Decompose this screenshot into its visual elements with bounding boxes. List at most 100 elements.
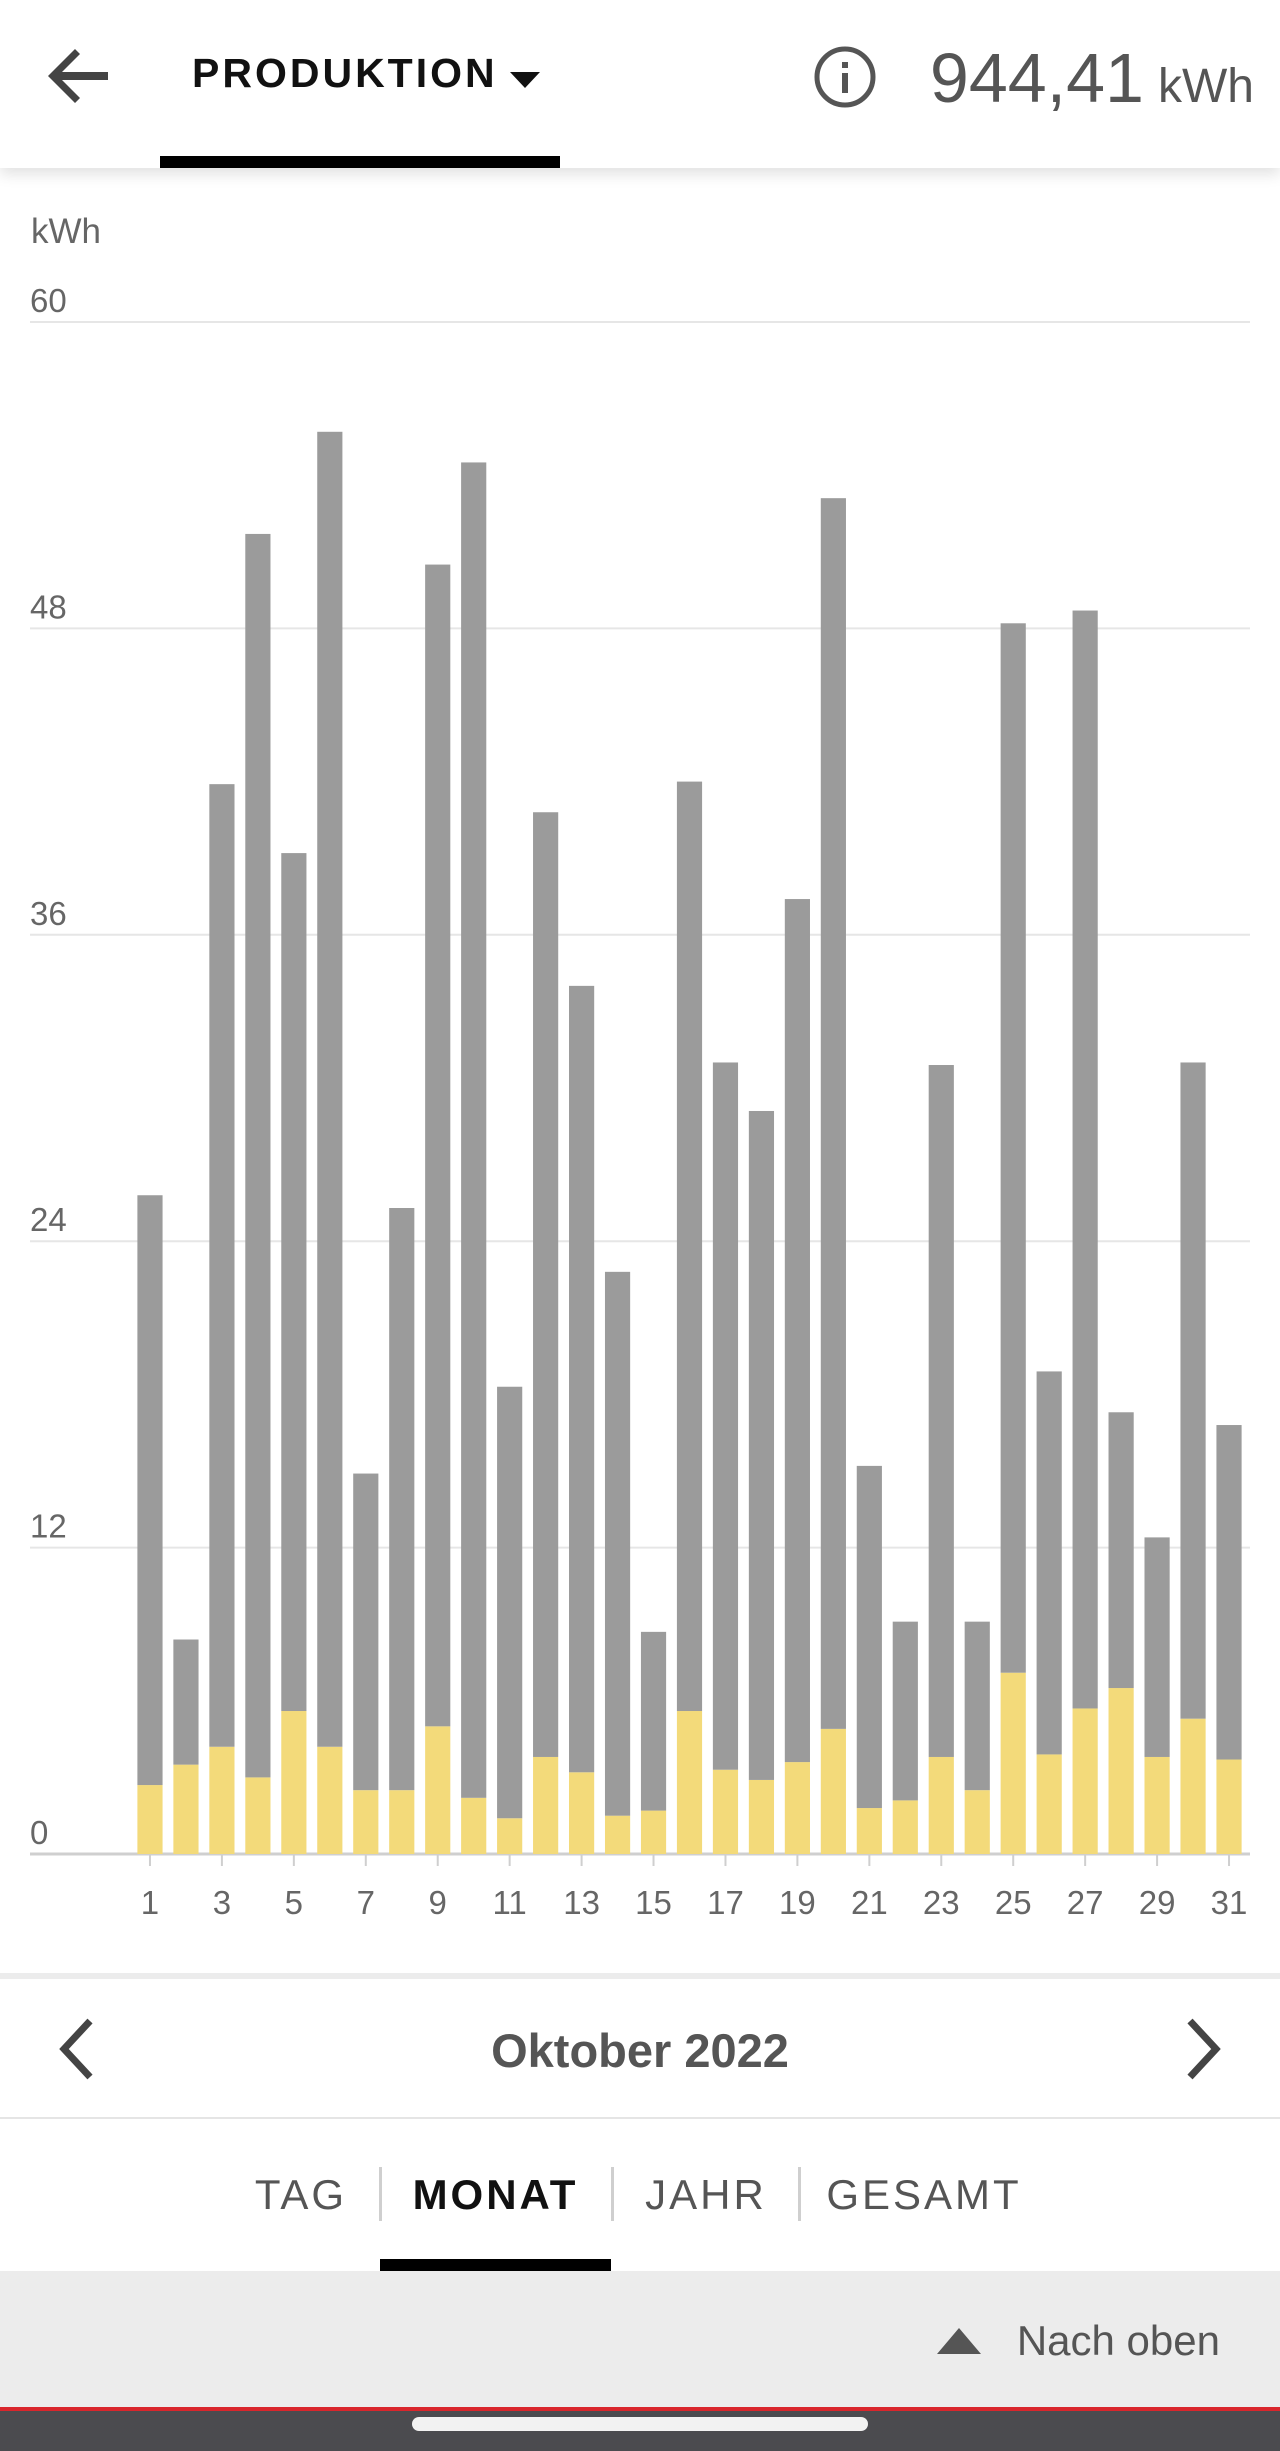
bar-segment-upper [461,462,487,1798]
triangle-up-icon [936,2328,981,2354]
bar-segment-lower [209,1746,235,1854]
bar-segment-lower [964,1790,990,1854]
x-tick-label: 25 [995,1884,1032,1921]
tab-separator [611,2167,614,2221]
x-axis-ticks: 1 3 5 7 9 11 13 15 17 19 21 23 25 27 29 31 [141,1854,1248,1921]
bar-segment-upper [137,1195,163,1786]
bar-segment-lower [1180,1718,1206,1854]
current-month: Oktober 2022 [491,2024,789,2077]
chevron-right-icon [1187,2018,1221,2080]
active-tab-indicator [160,156,560,168]
bar-segment-lower [317,1746,343,1854]
production-dropdown-tab[interactable]: PRODUKTION [160,0,560,168]
bar-segment-lower [533,1756,559,1854]
bar-segment-lower [569,1772,595,1854]
tab-separator [798,2167,801,2221]
bar-segment-upper [928,1065,954,1757]
x-tick-label: 17 [707,1884,744,1921]
bar-segment-upper [1144,1537,1170,1757]
bar-segment-lower [245,1777,271,1854]
bar-segment-upper [245,533,271,1778]
bar-segment-lower [604,1815,631,1854]
bar-segment-upper [712,1062,739,1770]
bar-segment-upper [820,498,846,1729]
bar-segment-upper [209,784,235,1747]
y-tick-label: 24 [30,1201,67,1238]
bar-segment-lower [281,1711,307,1854]
back-to-top-button[interactable]: Nach oben [936,2311,1220,2371]
bar-segment-lower [173,1764,199,1854]
y-tick-label: 0 [30,1814,48,1851]
arrow-left-icon [48,49,108,103]
back-button[interactable] [40,36,120,116]
y-axis-ticks: 0 12 24 36 48 60 [30,282,67,1851]
bar-segment-upper [497,1386,523,1819]
tab-separator [379,2167,382,2221]
caret-down-icon [510,72,540,88]
bar-segment-lower [1216,1759,1242,1854]
y-tick-label: 36 [30,895,67,932]
bar-segment-lower [1036,1754,1062,1854]
x-tick-label: 1 [141,1884,159,1921]
bar-segment-upper [173,1639,199,1765]
x-tick-label: 13 [563,1884,600,1921]
bar-segment-lower [784,1762,810,1854]
bar-segment-upper [1108,1412,1134,1689]
page-title: PRODUKTION [192,50,498,96]
bar-segment-upper [604,1271,631,1816]
bar-segment-upper [1000,623,1026,1673]
bar-segment-lower [712,1769,739,1854]
bar-segment-upper [964,1621,990,1791]
bar-segment-upper [389,1208,415,1791]
x-tick-label: 11 [493,1884,527,1921]
x-tick-label: 23 [923,1884,960,1921]
y-axis-label: kWh [31,212,101,251]
production-chart: kWh 0 12 24 36 48 60 1 3 5 7 9 11 13 15 17 19 21 23 25 27 2… [0,168,1280,1973]
info-button[interactable] [812,44,878,110]
chevron-left-icon [59,2018,93,2080]
month-navigation: Oktober 2022 [0,1979,1280,2117]
system-navigation-bar [0,2407,1280,2451]
bar-segment-lower [928,1756,954,1854]
bar-segment-lower [820,1728,846,1854]
bar-segment-upper [1216,1425,1242,1760]
previous-month-button[interactable] [30,1999,130,2099]
tab-gesamt[interactable]: GESAMT [808,2119,1040,2271]
x-tick-label: 5 [285,1884,303,1921]
x-tick-label: 19 [779,1884,816,1921]
tab-tag[interactable]: TAG [230,2119,372,2271]
x-tick-label: 9 [429,1884,447,1921]
bar-segment-upper [281,853,307,1712]
bar-segment-lower [1144,1756,1170,1854]
tab-monat[interactable]: MONAT [380,2119,611,2271]
bar-segment-upper [856,1465,882,1809]
bar-segment-upper [676,781,703,1712]
app-header: PRODUKTION 944,41 kWh [0,0,1280,168]
x-tick-label: 31 [1211,1884,1248,1921]
x-tick-label: 21 [851,1884,888,1921]
tab-jahr[interactable]: JAHR [620,2119,792,2271]
total-value: 944,41 [929,39,1144,117]
bar-segment-lower [1000,1672,1026,1854]
bar-segment-upper [640,1631,667,1811]
system-accent-line [0,2407,1280,2411]
bar-segment-upper [533,812,559,1757]
tab-label: TAG [254,2171,348,2218]
bar-segment-upper [748,1110,775,1780]
bar-segment-lower [856,1808,882,1854]
bar-segment-lower [1108,1688,1134,1854]
bar-segment-upper [784,899,810,1763]
x-tick-label: 7 [357,1884,375,1921]
y-tick-label: 48 [30,588,67,625]
bar-segment-lower [425,1726,451,1854]
bar-segment-upper [569,985,595,1773]
bar-segment-lower [137,1785,163,1854]
x-tick-label: 29 [1139,1884,1176,1921]
bar-segment-lower [892,1800,918,1854]
x-tick-label: 15 [635,1884,672,1921]
next-month-button[interactable] [1150,1999,1250,2099]
section-divider-thin [0,2117,1280,2119]
home-gesture-handle[interactable] [412,2417,868,2431]
bar-segment-lower [1072,1708,1098,1854]
